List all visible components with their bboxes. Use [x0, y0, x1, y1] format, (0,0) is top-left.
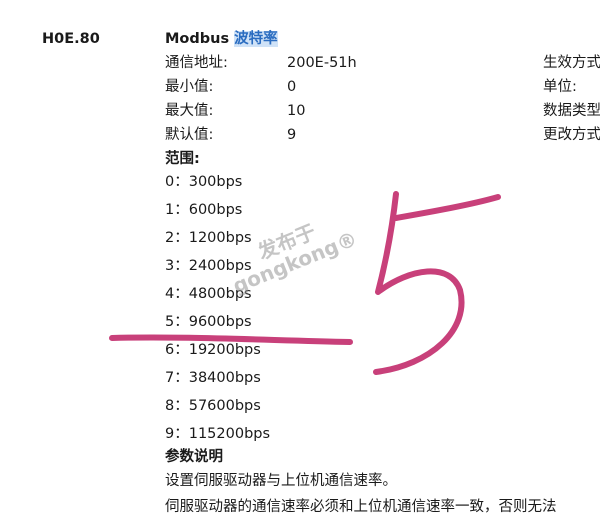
description-line: 伺服驱动器的通信速率必须和上位机通信速率一致，否则无法	[165, 499, 557, 515]
range-item: 2：1200bps	[165, 230, 252, 246]
range-item: 1：600bps	[165, 202, 243, 218]
field-value: 9	[287, 127, 297, 143]
description-line: 设置伺服驱动器与上位机通信速率。	[165, 473, 397, 489]
annotation-dash-stroke	[109, 334, 353, 345]
field-label: 最大值:	[165, 103, 214, 119]
parameter-title: Modbus 波特率	[165, 29, 278, 49]
field-value: 200E-51h	[287, 55, 357, 71]
right-field-label: 更改方式	[543, 127, 600, 143]
description-heading: 参数说明	[165, 449, 223, 465]
field-label: 最小值:	[165, 79, 214, 95]
right-field-label: 单位:	[543, 79, 577, 95]
field-label: 默认值:	[165, 127, 214, 143]
title-prefix: Modbus	[165, 31, 230, 47]
range-item: 0：300bps	[165, 174, 243, 190]
range-item: 3：2400bps	[165, 258, 252, 274]
range-item: 7：38400bps	[165, 370, 261, 386]
right-field-label: 生效方式	[543, 55, 600, 71]
range-item: 9：115200bps	[165, 426, 271, 442]
range-heading: 范围:	[165, 151, 200, 167]
parameter-code: H0E.80	[42, 31, 100, 47]
field-label: 通信地址:	[165, 55, 228, 71]
range-item: 4：4800bps	[165, 286, 252, 302]
title-highlight: 波特率	[234, 31, 278, 47]
right-field-label: 数据类型	[543, 103, 600, 119]
annotation-five-stroke	[373, 191, 465, 375]
annotation-five-top-stroke	[393, 194, 501, 221]
range-item: 5：9600bps	[165, 314, 252, 330]
field-value: 10	[287, 103, 306, 119]
range-item: 6：19200bps	[165, 342, 261, 358]
field-value: 0	[287, 79, 297, 95]
range-item: 8：57600bps	[165, 398, 261, 414]
